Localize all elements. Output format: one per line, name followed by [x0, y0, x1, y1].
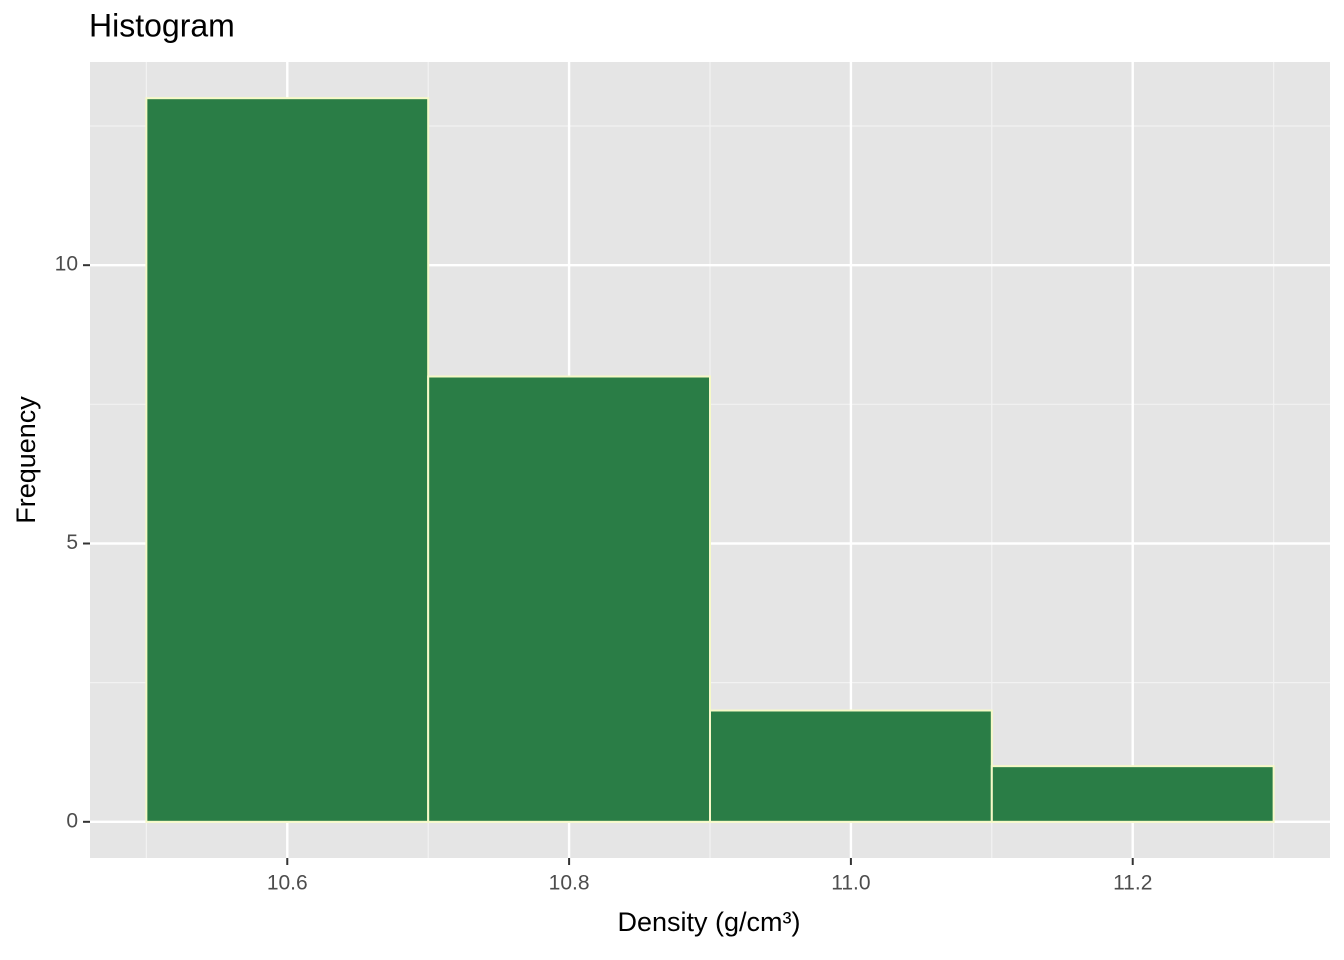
bar	[145, 97, 430, 823]
x-tick-label: 11.2	[1113, 872, 1152, 895]
x-axis-label: Density (g/cm³)	[617, 907, 800, 937]
y-tick-label: 0	[66, 809, 78, 832]
x-tick-label: 10.6	[267, 872, 308, 895]
x-tick-label: 11.0	[831, 872, 870, 895]
y-axis-label: Frequency	[11, 396, 41, 524]
chart-title: Histogram	[89, 7, 235, 43]
y-tick-label: 5	[66, 531, 78, 554]
bar	[427, 375, 711, 823]
bar	[709, 709, 993, 823]
y-tick-label: 10	[55, 253, 78, 276]
bar	[990, 765, 1275, 823]
x-tick-label: 10.8	[549, 872, 590, 895]
